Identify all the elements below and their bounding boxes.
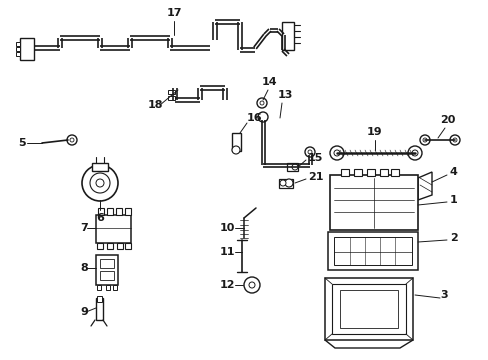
Text: 4: 4 [449,167,457,177]
Bar [107,243,113,249]
Text: 16: 16 [246,113,262,123]
Bar [107,208,113,215]
Circle shape [291,164,297,170]
Bar [331,284,405,334]
Bar [113,285,117,290]
Circle shape [70,138,74,142]
Circle shape [231,146,240,154]
Text: 9: 9 [80,307,88,317]
Circle shape [307,150,311,154]
Bar [125,243,131,249]
Text: 21: 21 [307,172,323,182]
Text: 14: 14 [262,77,277,87]
Bar [390,169,398,176]
Bar [339,290,397,328]
Circle shape [305,147,314,157]
Text: 13: 13 [278,90,293,100]
Bar [96,298,103,320]
Text: 1: 1 [449,195,457,205]
Text: 11: 11 [220,247,235,257]
Text: 20: 20 [439,115,454,125]
Circle shape [90,173,110,193]
Circle shape [411,150,417,156]
Circle shape [452,138,456,142]
Bar [379,169,387,176]
Bar [16,52,20,56]
Bar [98,208,104,215]
Bar [100,271,114,280]
Text: 7: 7 [80,223,87,233]
Circle shape [280,180,285,186]
Text: 10: 10 [220,223,235,233]
Bar [125,208,131,215]
Bar [327,232,417,270]
Bar [100,259,114,268]
Circle shape [285,179,292,187]
Bar [168,90,175,94]
Bar [96,215,131,243]
Bar [325,278,412,340]
Circle shape [244,277,260,293]
Text: 18: 18 [148,100,163,110]
Circle shape [248,282,254,288]
Circle shape [419,135,429,145]
Text: 17: 17 [167,8,182,18]
Bar [117,243,123,249]
Bar [333,237,411,265]
Bar [16,47,20,51]
Circle shape [407,146,421,160]
Text: 8: 8 [80,263,87,273]
Bar [286,163,297,171]
Circle shape [422,138,426,142]
Circle shape [82,165,118,201]
Bar [340,169,348,176]
Bar [279,179,292,188]
Text: 19: 19 [366,127,382,137]
Text: 12: 12 [220,280,235,290]
Circle shape [333,150,339,156]
Bar [366,169,374,176]
Circle shape [96,179,104,187]
Text: 15: 15 [307,153,323,163]
Text: 3: 3 [439,290,447,300]
Circle shape [257,98,266,108]
Bar [168,96,175,100]
Text: 5: 5 [18,138,25,148]
Bar [20,38,34,60]
Bar [97,285,101,290]
Circle shape [449,135,459,145]
Bar [106,285,110,290]
Text: 2: 2 [449,233,457,243]
Circle shape [67,135,77,145]
Circle shape [260,101,264,105]
Bar [353,169,361,176]
Bar [231,133,241,151]
Bar [97,243,103,249]
Bar [116,208,122,215]
Text: 6: 6 [96,213,104,223]
Circle shape [329,146,343,160]
Bar [16,42,20,46]
Bar [92,163,108,171]
Circle shape [258,112,267,122]
Bar [282,22,293,50]
Bar [96,255,118,285]
Bar [329,175,417,230]
Bar [97,296,102,302]
